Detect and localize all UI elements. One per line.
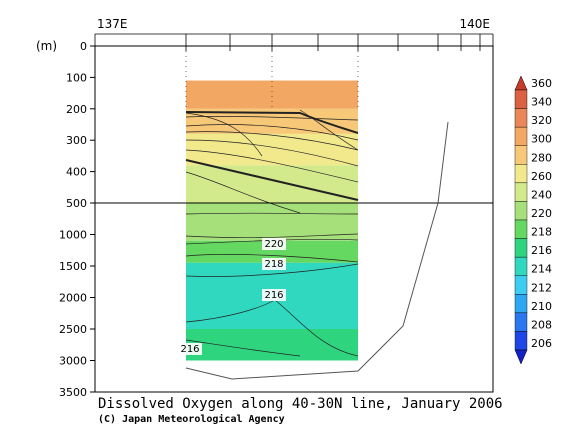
y-tick-label: 300 bbox=[66, 134, 87, 147]
colorbar-max-arrow bbox=[514, 75, 528, 91]
contour-line bbox=[185, 115, 359, 121]
contour-label: 216 bbox=[180, 344, 199, 355]
x-tick-label: 137E bbox=[97, 17, 128, 31]
plot-frame bbox=[94, 33, 494, 393]
contour-line bbox=[185, 124, 359, 141]
colorbar-label: 210 bbox=[531, 300, 552, 313]
y-tick-label: 500 bbox=[66, 197, 87, 210]
colorbar-swatch bbox=[514, 201, 528, 221]
colorbar-label: 300 bbox=[531, 133, 552, 146]
contour-line bbox=[185, 339, 301, 357]
contour-line bbox=[185, 111, 359, 134]
oxygen-band bbox=[186, 240, 358, 263]
colorbar-swatch bbox=[514, 275, 528, 295]
credit-text: (C) Japan Meteorological Agency bbox=[98, 413, 285, 425]
colorbar-swatch bbox=[514, 126, 528, 146]
colorbar-label: 214 bbox=[531, 263, 552, 276]
colorbar-min-arrow bbox=[514, 349, 528, 365]
colorbar: 360 340 320 300 280 260 240 220 218 216 214 212 210 2… bbox=[514, 75, 552, 365]
colorbar-swatch bbox=[514, 108, 528, 128]
colorbar-swatch bbox=[514, 164, 528, 184]
contour-line bbox=[185, 263, 359, 277]
contour-label-bg bbox=[178, 343, 202, 355]
colorbar-swatch bbox=[514, 145, 528, 165]
contour-label: 220 bbox=[264, 239, 283, 250]
y-tick-label: 0 bbox=[80, 40, 87, 53]
colorbar-label: 240 bbox=[531, 188, 552, 201]
colorbar-swatch bbox=[514, 331, 528, 351]
colorbar-label: 320 bbox=[531, 114, 552, 127]
colorbar-label: 218 bbox=[531, 226, 552, 239]
y-axis-unit-label: (m) bbox=[36, 39, 57, 53]
contour-label-bg bbox=[262, 289, 286, 301]
contour-line bbox=[185, 131, 359, 151]
colorbar-swatch bbox=[514, 238, 528, 258]
y-tick-label: 3500 bbox=[59, 386, 87, 399]
colorbar-label: 260 bbox=[531, 170, 552, 183]
contour-label-bg bbox=[262, 238, 286, 250]
chart-title: Dissolved Oxygen along 40-30N line, Janu… bbox=[98, 396, 503, 412]
colorbar-swatch bbox=[514, 256, 528, 276]
colorbar-label: 216 bbox=[531, 244, 552, 257]
colorbar-swatch bbox=[514, 182, 528, 202]
colorbar-label: 206 bbox=[531, 337, 552, 350]
contour-line bbox=[299, 109, 359, 151]
contour-line bbox=[185, 149, 359, 183]
oxygen-band bbox=[186, 203, 358, 241]
contour-line bbox=[185, 159, 359, 201]
y-tick-label: 2500 bbox=[59, 323, 87, 336]
y-tick-label: 1000 bbox=[59, 229, 87, 242]
contour-line bbox=[185, 112, 263, 157]
oxygen-band bbox=[186, 80, 358, 109]
contour-line bbox=[185, 139, 359, 167]
y-tick-label: 400 bbox=[66, 166, 87, 179]
colorbar-label: 360 bbox=[531, 77, 552, 90]
contour-label: 216 bbox=[264, 290, 283, 301]
colorbar-swatch bbox=[514, 89, 528, 109]
x-tick-label: 140E bbox=[460, 17, 491, 31]
contour-line bbox=[185, 212, 359, 215]
y-tick-label: 100 bbox=[66, 71, 87, 84]
contour-lines: 220 218 216 216 bbox=[178, 109, 359, 357]
colorbar-swatch bbox=[514, 312, 528, 332]
y-tick-label: 3000 bbox=[59, 355, 87, 368]
contour-label: 218 bbox=[264, 259, 283, 270]
colorbar-label: 208 bbox=[531, 318, 552, 331]
colorbar-label: 220 bbox=[531, 207, 552, 220]
oxygen-band bbox=[186, 165, 358, 203]
axis-labels: 0 100 200 300 400 500 1000 1500 2000 2500 3000 3500… bbox=[59, 17, 490, 399]
colorbar-label: 212 bbox=[531, 281, 552, 294]
y-tick-label: 2000 bbox=[59, 292, 87, 305]
colorbar-swatch bbox=[514, 219, 528, 239]
contour-label-bg bbox=[262, 258, 286, 270]
oxygen-band bbox=[186, 329, 358, 361]
contour-line bbox=[185, 254, 359, 263]
contour-line bbox=[185, 171, 301, 214]
oxygen-band bbox=[186, 133, 358, 166]
plot-border bbox=[94, 45, 494, 393]
contour-line bbox=[185, 233, 359, 239]
bottom-topography-line bbox=[185, 121, 449, 380]
colorbar-label: 340 bbox=[531, 96, 552, 109]
colorbar-swatch bbox=[514, 294, 528, 314]
y-tick-label: 1500 bbox=[59, 260, 87, 273]
colorbar-label: 280 bbox=[531, 151, 552, 164]
y-tick-label: 200 bbox=[66, 103, 87, 116]
